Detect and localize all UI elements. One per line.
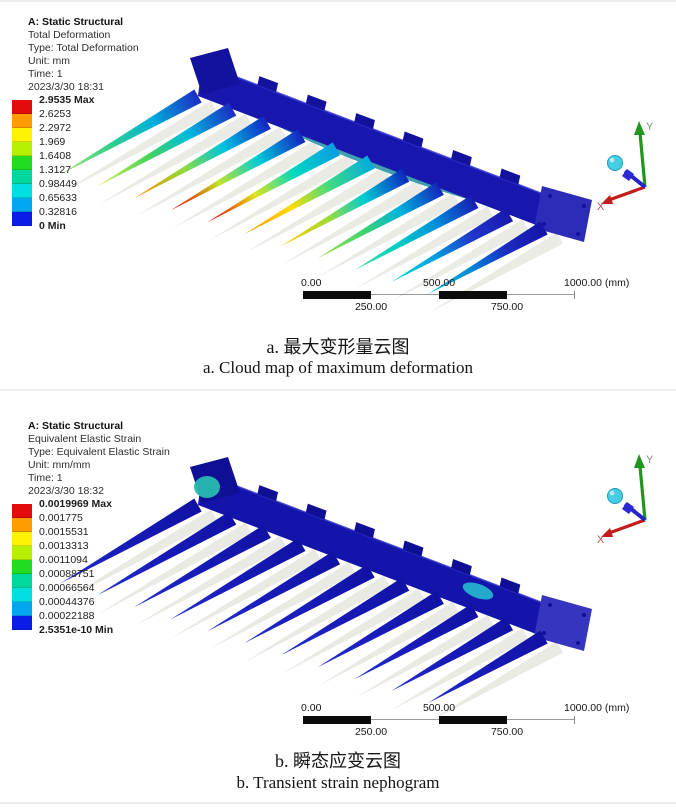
scale-ruler-bar [303,291,575,299]
legend-color-band [12,588,32,602]
scale-label-1000: 1000.00 (mm) [564,702,630,714]
legend-color-band [12,184,32,198]
legend-color-band [12,114,32,128]
legend-label: 0.00088751 [39,568,95,580]
info-line: A: Static Structural [28,16,124,28]
scale-ruler: 0.00 500.00 1000.00 (mm) 250.00 750.00 [301,277,653,314]
legend-color-band [12,142,32,156]
legend-color-band [12,212,32,226]
info-line: Unit: mm [28,55,70,67]
legend-color-band [12,574,32,588]
separator-line [0,802,676,804]
legend-color-band [12,170,32,184]
legend-color-band [12,100,32,114]
scale-label-250: 250.00 [354,726,388,738]
scale-label-0: 0.00 [301,277,322,289]
scale-label-1000: 1000.00 (mm) [564,277,630,289]
legend-color-band [12,518,32,532]
legend-label: 0.00022188 [39,610,95,622]
legend-color-scale: 2.9535 Max 2.6253 2.2972 1.969 1.6408 1.3127 0… [12,94,142,240]
legend-label: 0 Min [39,220,66,232]
info-line: Equivalent Elastic Strain [28,433,142,445]
legend-color-band [12,546,32,560]
info-line: Type: Equivalent Elastic Strain [28,446,170,458]
scale-label-250: 250.00 [354,301,388,313]
axis-triad: Y X [597,454,654,544]
figure-a-deformation: A: Static Structural Total Deformation T… [0,0,676,390]
scale-label-500: 500.00 [422,702,456,714]
legend-color-band [12,532,32,546]
info-line: Type: Total Deformation [28,42,139,54]
model-render-strain [60,457,592,722]
info-line: Time: 1 [28,472,63,484]
result-info-block: A: Static Structural Equivalent Elastic … [28,420,170,498]
legend-label: 2.9535 Max [39,94,95,106]
legend-color-bar [12,100,32,226]
legend-label: 0.0011094 [39,554,88,566]
legend-label: 1.6408 [39,150,72,162]
scale-ruler-bar [303,716,575,724]
legend-label: 1.3127 [39,164,72,176]
info-line: Time: 1 [28,68,63,80]
legend-color-band [12,560,32,574]
info-line: 2023/3/30 18:31 [28,81,104,93]
legend-label: 1.969 [39,136,66,148]
result-info-block: A: Static Structural Total Deformation T… [28,16,139,94]
axis-triad: Y X [597,121,654,211]
legend-label: 0.0019969 Max [39,498,112,510]
legend-color-band [12,128,32,142]
figure-b-strain: A: Static Structural Equivalent Elastic … [0,405,676,810]
caption-en: b. Transient strain nephogram [236,773,440,792]
legend-color-band [12,156,32,170]
legend-label: 0.00044376 [39,596,95,608]
legend-color-band [12,602,32,616]
legend-label: 0.0015531 [39,526,89,538]
caption-en: a. Cloud map of maximum deformation [202,358,474,377]
legend-color-scale: 0.0019969 Max 0.001775 0.0015531 0.0013313 0… [12,498,142,644]
separator-line [0,389,676,391]
caption-zh: a. 最大变形量云图 [266,337,410,357]
scale-label-0: 0.00 [301,702,322,714]
legend-label: 0.00066564 [39,582,95,594]
scale-label-750: 750.00 [490,726,524,738]
legend-label: 0.32816 [39,206,77,218]
separator-line [0,0,676,2]
scale-label-500: 500.00 [422,277,456,289]
y-axis-label: Y [646,121,654,133]
info-line: Total Deformation [28,29,111,41]
legend-color-bar [12,504,32,630]
x-axis-label: X [597,201,605,211]
legend-color-band [12,616,32,630]
info-line: Unit: mm/mm [28,459,91,471]
scale-ruler: 0.00 500.00 1000.00 (mm) 250.00 750.00 [301,702,653,739]
legend-label: 0.98449 [39,178,77,190]
legend-color-band [12,504,32,518]
legend-label: 2.6253 [39,108,72,120]
legend-label: 2.2972 [39,122,72,134]
y-axis-label: Y [646,454,654,466]
legend-label: 2.5351e-10 Min [39,624,114,636]
caption-zh: b. 瞬态应变云图 [275,751,401,771]
legend-label: 0.0013313 [39,540,89,552]
legend-label: 0.65633 [39,192,77,204]
legend-label: 0.001775 [39,512,83,524]
x-axis-label: X [597,534,605,544]
info-line: 2023/3/30 18:32 [28,485,104,497]
legend-color-band [12,198,32,212]
scale-label-750: 750.00 [490,301,524,313]
info-line: A: Static Structural [28,420,124,432]
